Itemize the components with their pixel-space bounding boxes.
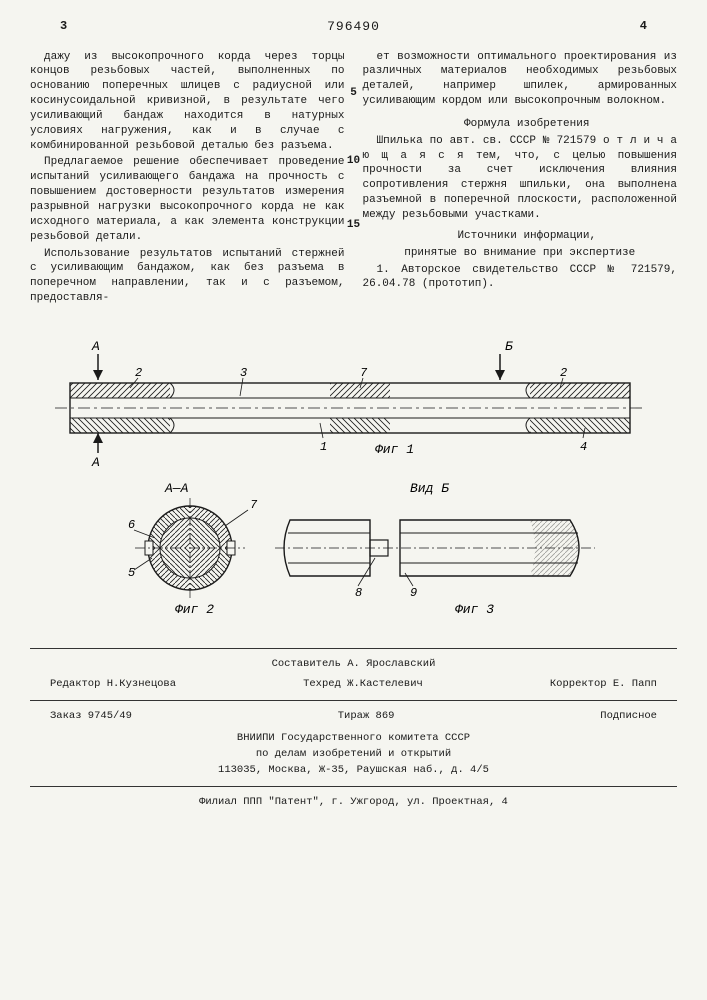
figure-1: А А Б xyxy=(40,338,667,468)
line-number: 10 xyxy=(347,154,360,169)
figure-2-3: А—А 6 5 7 Фиг 2 xyxy=(40,478,667,618)
divider xyxy=(30,700,677,701)
patent-number: 796490 xyxy=(327,18,380,36)
svg-text:8: 8 xyxy=(355,586,362,600)
paragraph: Шпилька по авт. св. СССР № 721579 о т л … xyxy=(363,134,678,223)
organization: ВНИИПИ Государственного комитета СССР xyxy=(30,731,677,747)
svg-text:2: 2 xyxy=(560,366,567,380)
formula-title: Формула изобретения xyxy=(363,117,678,132)
svg-text:Фиг 1: Фиг 1 xyxy=(375,442,414,457)
svg-text:Фиг 2: Фиг 2 xyxy=(175,602,214,617)
tech-editor: Техред Ж.Кастелевич xyxy=(303,677,423,693)
right-column: ет возможности оптимального проекти­рова… xyxy=(363,50,678,308)
page-number-left: 3 xyxy=(60,18,67,36)
figures-block: А А Б xyxy=(30,338,677,618)
line-number: 5 xyxy=(350,86,357,101)
svg-text:А—А: А—А xyxy=(164,481,189,496)
sources-title: Источники информации, xyxy=(363,229,678,244)
address: 113035, Москва, Ж-35, Раушская наб., д. … xyxy=(30,763,677,779)
editor: Редактор Н.Кузнецова xyxy=(50,677,176,693)
divider xyxy=(30,648,677,649)
order-number: Заказ 9745/49 xyxy=(50,709,132,725)
svg-text:4: 4 xyxy=(580,440,587,454)
paragraph: Предлагаемое решение обеспечивает провед… xyxy=(30,155,345,244)
paragraph: Использование результатов испыта­ний сте… xyxy=(30,247,345,306)
svg-text:7: 7 xyxy=(360,366,368,380)
branch: Филиал ППП "Патент", г. Ужгород, ул. Про… xyxy=(30,795,677,811)
svg-text:А: А xyxy=(91,339,100,354)
svg-text:Фиг 3: Фиг 3 xyxy=(455,602,494,617)
line-number: 15 xyxy=(347,218,360,233)
svg-text:9: 9 xyxy=(410,586,417,600)
paragraph: 1. Авторское свидетельство СССР № 721579… xyxy=(363,263,678,293)
tirazh: Тираж 869 xyxy=(338,709,395,725)
svg-text:Вид Б: Вид Б xyxy=(410,481,449,496)
paragraph: ет возможности оптимального проекти­рова… xyxy=(363,50,678,109)
divider xyxy=(30,786,677,787)
svg-text:Б: Б xyxy=(505,339,513,354)
svg-text:А: А xyxy=(91,455,100,468)
compiler: Составитель А. Ярославский xyxy=(30,657,677,673)
paragraph: дажу из высокопрочного корда через торцы… xyxy=(30,50,345,154)
left-column: дажу из высокопрочного корда через торцы… xyxy=(30,50,345,308)
svg-text:5: 5 xyxy=(128,566,135,580)
svg-text:1: 1 xyxy=(320,440,327,454)
svg-text:7: 7 xyxy=(250,498,258,512)
svg-text:2: 2 xyxy=(135,366,142,380)
credits-block: Составитель А. Ярославский Редактор Н.Ку… xyxy=(30,657,677,811)
svg-text:3: 3 xyxy=(240,366,247,380)
subscription: Подписное xyxy=(600,709,657,725)
page-number-right: 4 xyxy=(640,18,647,36)
organization: по делам изобретений и открытий xyxy=(30,747,677,763)
corrector: Корректор Е. Папп xyxy=(550,677,657,693)
sources-subtitle: принятые во внимание при экспертизе xyxy=(363,246,678,261)
